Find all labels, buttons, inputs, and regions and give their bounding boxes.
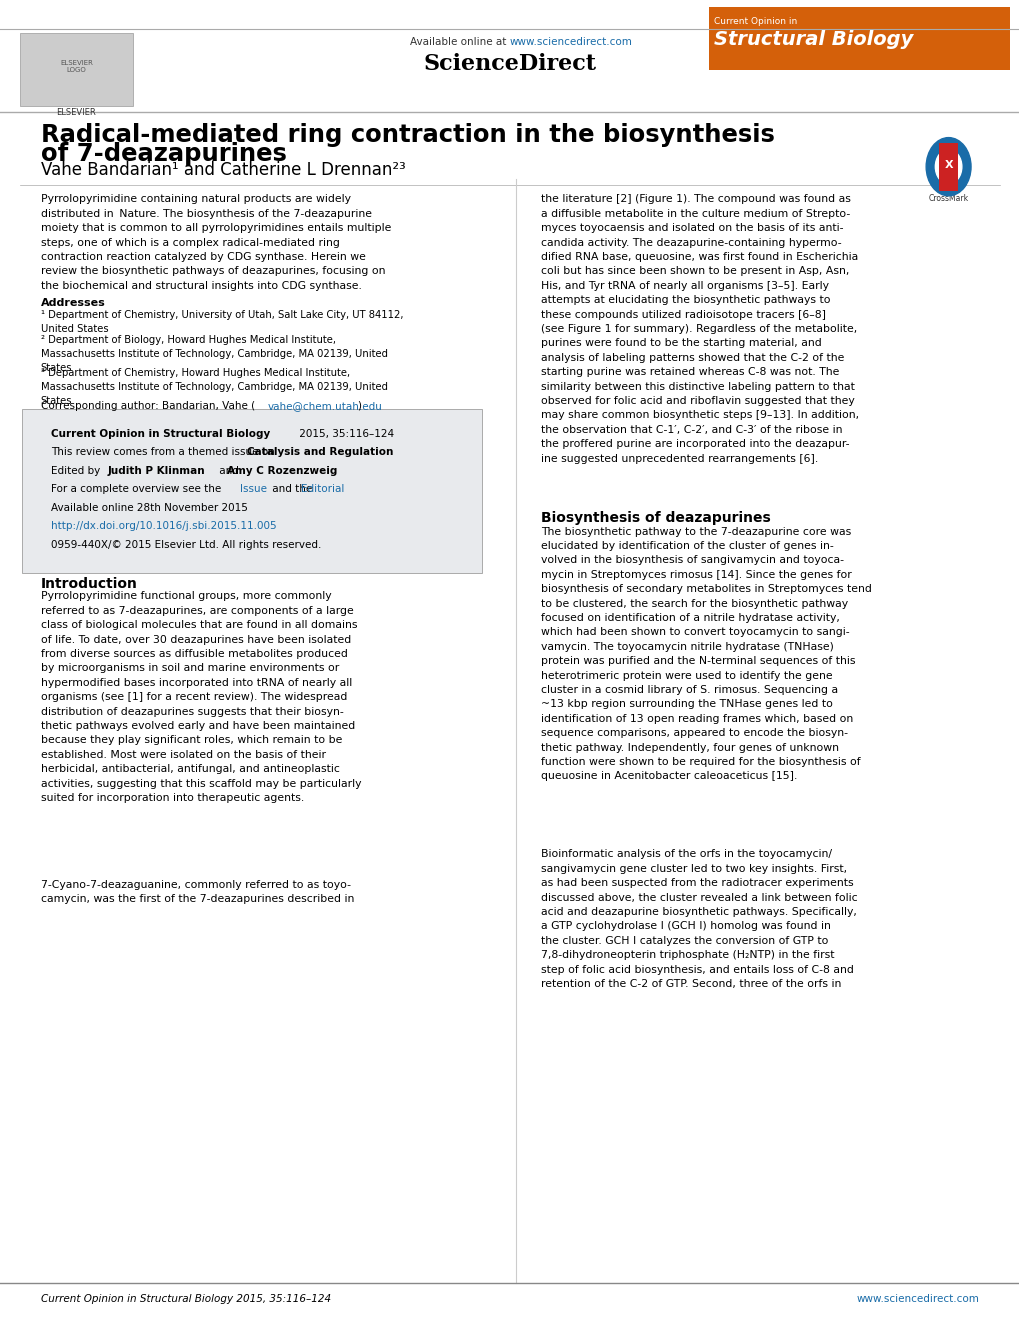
Text: CrossMark: CrossMark bbox=[927, 194, 968, 204]
Text: www.sciencedirect.com: www.sciencedirect.com bbox=[510, 37, 632, 48]
Text: ScienceDirect: ScienceDirect bbox=[423, 53, 596, 75]
Text: ELSEVIER
LOGO: ELSEVIER LOGO bbox=[60, 60, 93, 73]
Text: Current Opinion in Structural Biology: Current Opinion in Structural Biology bbox=[51, 429, 270, 439]
Text: Radical-mediated ring contraction in the biosynthesis: Radical-mediated ring contraction in the… bbox=[41, 123, 773, 147]
Text: Available online 28th November 2015: Available online 28th November 2015 bbox=[51, 503, 248, 513]
FancyBboxPatch shape bbox=[20, 33, 132, 106]
Text: and the: and the bbox=[269, 484, 316, 495]
Text: the literature [2] (Figure 1). The compound was found as
a diffusible metabolite: the literature [2] (Figure 1). The compo… bbox=[540, 194, 858, 463]
Text: Edited by: Edited by bbox=[51, 466, 103, 476]
Circle shape bbox=[925, 138, 970, 196]
Text: vahe@chem.utah.edu: vahe@chem.utah.edu bbox=[267, 401, 382, 411]
FancyBboxPatch shape bbox=[938, 143, 957, 191]
Text: Current Opinion in: Current Opinion in bbox=[713, 17, 797, 26]
Text: and: and bbox=[216, 466, 243, 476]
Text: Pyrrolopyrimidine containing natural products are widely
distributed in  Nature.: Pyrrolopyrimidine containing natural pro… bbox=[41, 194, 391, 291]
Text: ³ Department of Chemistry, Howard Hughes Medical Institute,
Massachusetts Instit: ³ Department of Chemistry, Howard Hughes… bbox=[41, 368, 387, 406]
Text: Judith P Klinman: Judith P Klinman bbox=[107, 466, 205, 476]
Text: ² Department of Biology, Howard Hughes Medical Institute,
Massachusetts Institut: ² Department of Biology, Howard Hughes M… bbox=[41, 335, 387, 373]
Text: Structural Biology: Structural Biology bbox=[713, 30, 912, 49]
Text: Addresses: Addresses bbox=[41, 298, 105, 308]
Text: of 7-deazapurines: of 7-deazapurines bbox=[41, 142, 286, 165]
Text: ELSEVIER: ELSEVIER bbox=[57, 108, 96, 118]
Text: Issue: Issue bbox=[239, 484, 266, 495]
Circle shape bbox=[934, 149, 961, 184]
Text: http://dx.doi.org/10.1016/j.sbi.2015.11.005: http://dx.doi.org/10.1016/j.sbi.2015.11.… bbox=[51, 521, 276, 532]
Text: Biosynthesis of deazapurines: Biosynthesis of deazapurines bbox=[540, 511, 769, 525]
Text: Bioinformatic analysis of the orfs in the toyocamycin/
sangivamycin gene cluster: Bioinformatic analysis of the orfs in th… bbox=[540, 849, 856, 990]
Text: The biosynthetic pathway to the 7-deazapurine core was
elucidated by identificat: The biosynthetic pathway to the 7-deazap… bbox=[540, 527, 870, 782]
Text: 7-Cyano-7-deazaguanine, commonly referred to as toyo-
camycin, was the first of : 7-Cyano-7-deazaguanine, commonly referre… bbox=[41, 880, 354, 904]
Text: Available online at: Available online at bbox=[410, 37, 510, 48]
Text: Introduction: Introduction bbox=[41, 577, 138, 591]
Text: ): ) bbox=[357, 401, 361, 411]
Text: ¹ Department of Chemistry, University of Utah, Salt Lake City, UT 84112,
United : ¹ Department of Chemistry, University of… bbox=[41, 310, 403, 333]
Text: 2015, 35:116–124: 2015, 35:116–124 bbox=[296, 429, 393, 439]
Text: Corresponding author: Bandarian, Vahe (: Corresponding author: Bandarian, Vahe ( bbox=[41, 401, 255, 411]
Text: Editorial: Editorial bbox=[301, 484, 344, 495]
Text: Pyrrolopyrimidine functional groups, more commonly
referred to as 7-deazapurines: Pyrrolopyrimidine functional groups, mor… bbox=[41, 591, 361, 803]
Text: 0959-440X/© 2015 Elsevier Ltd. All rights reserved.: 0959-440X/© 2015 Elsevier Ltd. All right… bbox=[51, 540, 321, 550]
Text: Vahe Bandarian¹ and Catherine L Drennan²³: Vahe Bandarian¹ and Catherine L Drennan²… bbox=[41, 161, 406, 180]
Text: X: X bbox=[944, 160, 952, 171]
Text: For a complete overview see the: For a complete overview see the bbox=[51, 484, 224, 495]
Text: Amy C Rozenzweig: Amy C Rozenzweig bbox=[227, 466, 337, 476]
FancyBboxPatch shape bbox=[22, 409, 482, 573]
Text: This review comes from a themed issue on: This review comes from a themed issue on bbox=[51, 447, 278, 458]
Text: Current Opinion in Structural Biology 2015, 35:116–124: Current Opinion in Structural Biology 20… bbox=[41, 1294, 330, 1304]
Text: Catalysis and Regulation: Catalysis and Regulation bbox=[247, 447, 393, 458]
Text: www.sciencedirect.com: www.sciencedirect.com bbox=[856, 1294, 978, 1304]
FancyBboxPatch shape bbox=[708, 7, 1009, 70]
